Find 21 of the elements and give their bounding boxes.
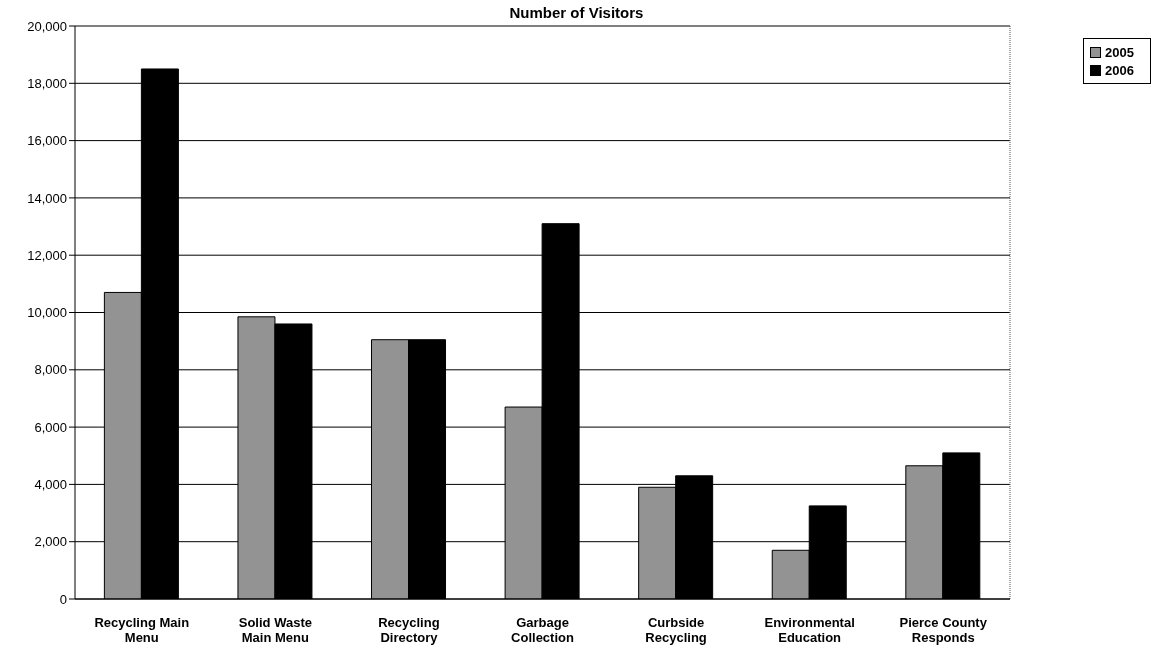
- x-tick-label: Recycling Main Menu: [94, 614, 190, 645]
- y-tick-label: 4,000: [34, 477, 67, 493]
- x-tick-label: Solid Waste Main Menu: [238, 614, 312, 645]
- x-tick-label: Environmental Education: [764, 614, 855, 645]
- legend-label: 2006: [1105, 62, 1134, 78]
- y-tick-label: 14,000: [27, 190, 67, 206]
- y-tick-label: 6,000: [34, 419, 67, 435]
- y-tick-label: 8,000: [34, 362, 67, 378]
- legend-label: 2005: [1105, 44, 1134, 60]
- y-tick-label: 12,000: [27, 247, 67, 263]
- y-tick-label: 16,000: [27, 133, 67, 149]
- x-tick-label: Curbside Recycling: [645, 614, 707, 645]
- chart-title: Number of Visitors: [508, 4, 645, 21]
- y-tick-label: 10,000: [27, 305, 67, 321]
- x-tick-label: Pierce County Responds: [899, 614, 988, 645]
- y-tick-label: 2,000: [34, 534, 67, 550]
- x-tick-label: Garbage Collection: [511, 614, 574, 645]
- y-tick-label: 18,000: [27, 75, 67, 91]
- x-tick-label: Recycling Directory: [378, 614, 440, 645]
- y-tick-label: 20,000: [27, 18, 67, 34]
- y-tick-label: 0: [59, 591, 67, 607]
